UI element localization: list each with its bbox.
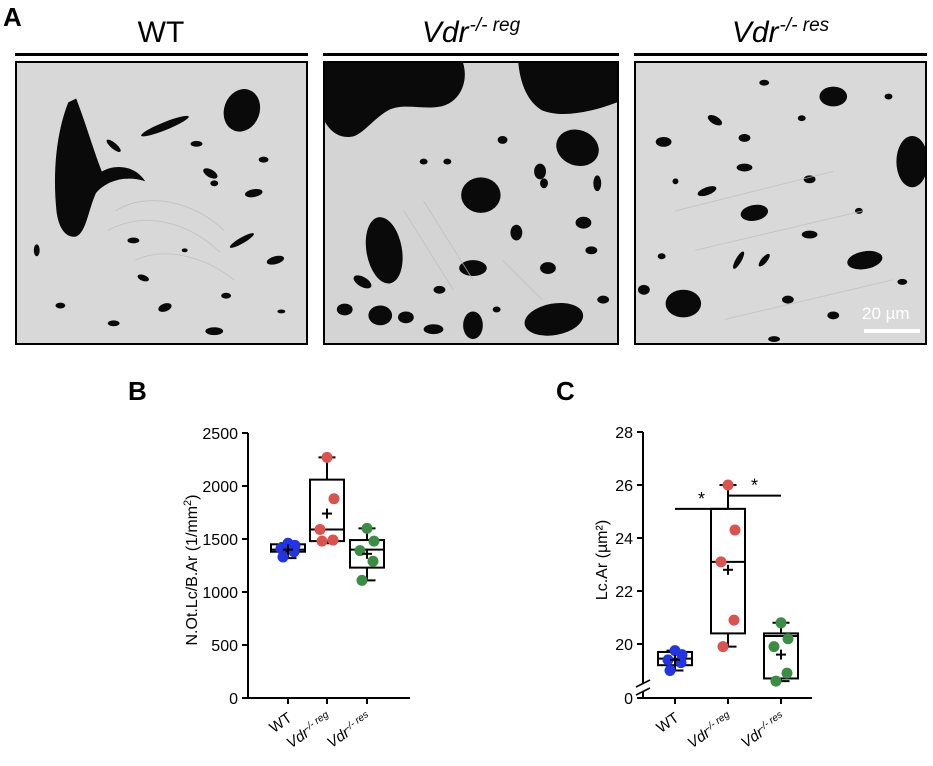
group-rule-res	[634, 53, 927, 56]
data-point	[316, 535, 328, 547]
panel-c-label: C	[556, 376, 575, 406]
group-title-reg: Vdr-/- reg	[323, 15, 619, 49]
chart-b-box-1	[309, 451, 345, 547]
data-point	[288, 546, 300, 558]
chart-c-y-tick-label: 20	[615, 637, 633, 654]
chart-b-y-tick-label: 500	[211, 638, 238, 655]
data-point	[662, 654, 674, 666]
micrograph-res: 20 µm	[634, 61, 927, 345]
group-title-wt-name: WT	[137, 16, 185, 49]
data-point	[722, 479, 734, 491]
data-point	[321, 451, 333, 463]
data-point	[368, 535, 380, 547]
chart-c-axis-break-mark	[635, 687, 651, 696]
data-point	[729, 524, 741, 536]
chart-b-ylabel: N.Ot.Lc/B.Ar (1/mm2)	[182, 494, 201, 645]
data-point	[728, 614, 740, 626]
chart-b-x-tick-label: Vdr-/- reg	[283, 709, 334, 752]
chart-c-box-1	[710, 479, 746, 653]
data-point	[768, 641, 780, 653]
panel-b-label: B	[128, 376, 147, 406]
chart-b-y-tick-label: 2000	[202, 479, 238, 496]
data-point	[275, 543, 287, 555]
data-point	[356, 574, 368, 586]
data-point	[361, 522, 373, 534]
data-point	[770, 675, 782, 687]
chart-c-y-tick-label: 0	[624, 691, 633, 708]
panel-a-label: A	[3, 2, 22, 32]
chart-b-box-2	[349, 522, 385, 586]
group-title-wt: WT	[15, 18, 308, 48]
chart-b-y-tick-label: 0	[229, 691, 238, 708]
group-title-reg-sup: -/- reg	[469, 15, 521, 36]
data-point	[328, 493, 340, 505]
group-title-reg-name: Vdr	[421, 16, 469, 49]
chart-c-y-tick-label: 26	[615, 478, 633, 495]
significance-label: *	[751, 476, 758, 496]
chart-c-x-tick-label: WT	[653, 709, 682, 736]
chart-c-y-tick-label: 24	[615, 531, 633, 548]
significance-label: *	[698, 489, 705, 509]
data-point	[664, 665, 676, 676]
data-point	[715, 556, 727, 568]
group-title-res-name: Vdr	[731, 16, 779, 49]
data-point	[314, 523, 326, 535]
chart-c-x-tick-label: Vdr-/- reg	[684, 709, 735, 752]
data-point	[277, 551, 289, 563]
data-point	[775, 617, 787, 629]
chart-c-x-tick-label: Vdr-/- res	[738, 709, 789, 752]
chart-c-axis-break-mark	[635, 679, 651, 688]
scale-bar	[864, 329, 920, 333]
chart-b-y-tick-label: 1500	[202, 532, 238, 549]
chart-b-y-tick-label: 2500	[202, 426, 238, 443]
group-rule-reg	[323, 53, 619, 56]
scale-bar-label: 20 µm	[862, 304, 910, 323]
data-point	[675, 657, 687, 669]
micrograph-reg	[323, 61, 619, 345]
chart-c-y-tick-label: 28	[615, 425, 633, 442]
chart-c-y-tick-label: 22	[615, 584, 633, 601]
data-point	[367, 555, 379, 567]
chart-b-y-tick-label: 1000	[202, 585, 238, 602]
group-rule-wt	[15, 53, 308, 56]
data-point	[717, 641, 729, 653]
group-title-res-sup: -/- res	[779, 15, 830, 36]
chart-c-box-0	[657, 645, 693, 676]
chart-c-box-2	[763, 617, 799, 687]
group-title-res: Vdr-/- res	[634, 15, 927, 49]
micrograph-wt	[15, 61, 308, 345]
box-iqr	[763, 632, 799, 680]
box-iqr	[349, 539, 385, 569]
data-point	[327, 534, 339, 546]
data-point	[781, 667, 793, 679]
data-point	[782, 633, 794, 645]
chart-b-box-0	[270, 537, 306, 563]
chart-b-x-tick-label: Vdr-/- res	[324, 709, 375, 752]
chart-b: N.Ot.Lc/B.Ar (1/mm2) 0 500 1000 1500 2000 250…	[182, 426, 410, 752]
chart-c-ylabel: Lc.Ar (µm²)	[594, 520, 611, 600]
